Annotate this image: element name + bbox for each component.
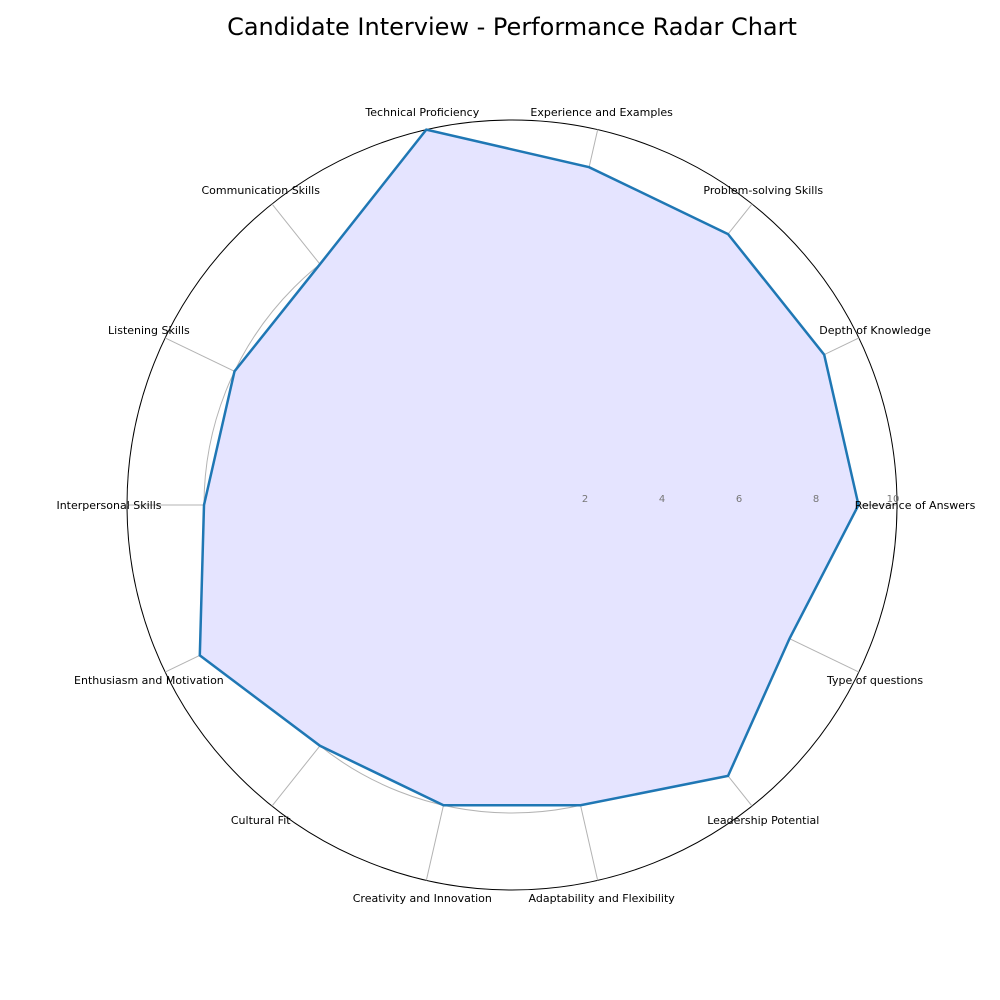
category-label: Problem-solving Skills [703,184,823,197]
category-labels: Relevance of Answers Depth of Knowledge Pr… [56,106,975,905]
category-label: Communication Skills [202,184,321,197]
category-label: Leadership Potential [707,814,819,827]
category-label: Interpersonal Skills [56,499,161,512]
category-label: Creativity and Innovation [353,892,492,905]
series-polygon [198,128,860,807]
radial-tick-label: 6 [736,494,742,505]
category-label: Enthusiasm and Motivation [74,674,224,687]
category-label: Adaptability and Flexibility [529,892,676,905]
radial-tick-label: 4 [659,494,665,505]
category-label: Listening Skills [108,324,190,337]
category-label: Experience and Examples [530,106,673,119]
series-layer [198,128,860,807]
radial-tick-label: 10 [887,494,900,505]
category-label: Technical Proficiency [364,106,479,119]
category-label: Relevance of Answers [855,499,976,512]
radial-tick-label: 8 [813,494,819,505]
category-label: Depth of Knowledge [819,324,931,337]
category-label: Cultural Fit [231,814,291,827]
category-label: Type of questions [826,674,923,687]
radial-tick-label: 2 [582,494,588,505]
radial-tick-labels: 2 4 6 8 10 [582,494,900,505]
chart-title: Candidate Interview - Performance Radar … [227,13,797,41]
